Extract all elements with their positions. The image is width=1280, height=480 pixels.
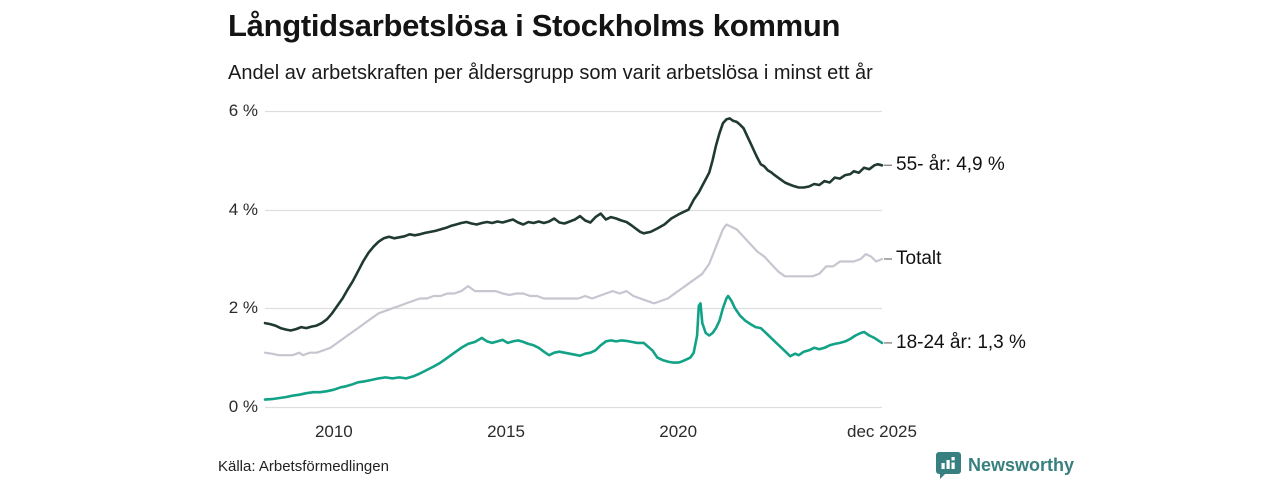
page-title: Långtidsarbetslösa i Stockholms kommun	[228, 8, 841, 43]
chart-subtitle: Andel av arbetskraften per åldersgrupp s…	[228, 62, 873, 84]
brand-name: Newsworthy	[968, 454, 1075, 475]
series-label-55- år: 55- år: 4,9 %	[896, 154, 1005, 176]
x-tick-2020: 2020	[659, 422, 698, 441]
y-tick-4: 4 %	[228, 199, 258, 219]
series-line-55- år	[263, 117, 884, 332]
x-tick-2010: 2010	[314, 422, 353, 441]
series-line-18-24 år	[263, 294, 884, 401]
series-line-Totalt	[263, 223, 884, 357]
series-label-18-24 år: 18-24 år: 1,3 %	[896, 331, 1026, 353]
y-tick-6: 6 %	[228, 101, 258, 120]
bar-chart-speech-bubble-icon	[936, 451, 961, 479]
y-tick-2: 2 %	[228, 298, 258, 318]
y-tick-0: 0 %	[228, 397, 258, 416]
series-label-Totalt: Totalt	[896, 248, 942, 269]
source-note: Källa: Arbetsförmedlingen	[218, 458, 389, 475]
x-tick-2015: 2015	[487, 422, 525, 441]
x-tick-dec-2025: dec 2025	[847, 422, 917, 441]
newsworthy-logo: Newsworthy	[936, 451, 1074, 479]
